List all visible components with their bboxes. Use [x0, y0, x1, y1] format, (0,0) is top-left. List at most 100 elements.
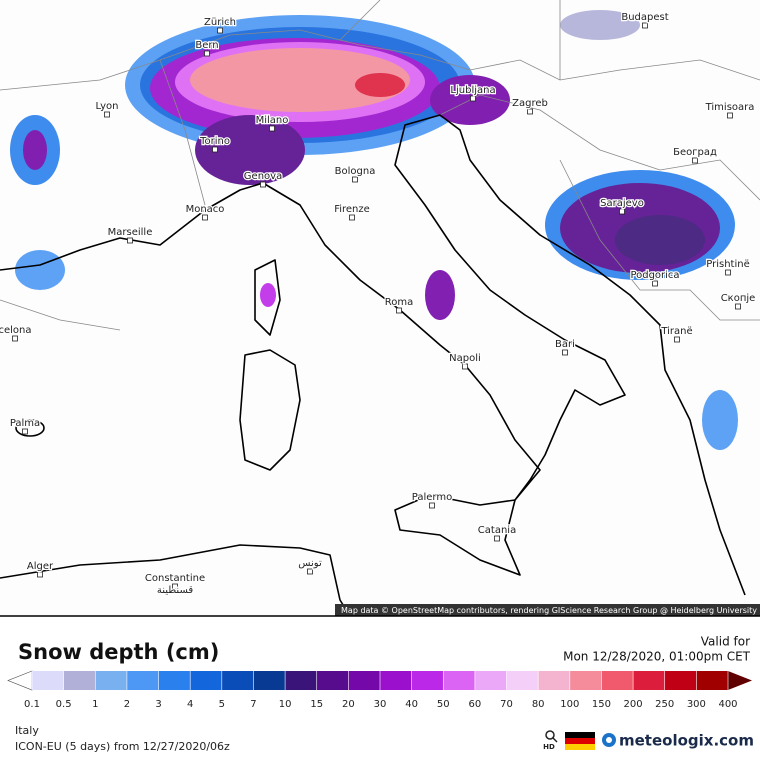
city-marker: [527, 108, 533, 115]
city-marker: [307, 568, 313, 575]
brand-logo[interactable]: meteologix.com: [602, 732, 754, 750]
city-label: Zagreb: [512, 98, 548, 109]
city-label: celona: [0, 325, 32, 336]
map: Zürich Bern Budapest Lyon Milano Torino Ljublj…: [0, 0, 760, 617]
city-marker: [349, 214, 355, 221]
city-label: Timisoara: [705, 102, 755, 113]
colorbar-tick-label: 80: [532, 699, 545, 710]
valid-label: Valid for: [701, 635, 750, 649]
city-marker: [22, 428, 28, 435]
color-swatch: [664, 671, 697, 690]
hd-icon[interactable]: HD: [543, 730, 558, 751]
city-label: Monaco: [186, 204, 225, 215]
city-marker: [104, 111, 110, 118]
color-swatch: [95, 671, 128, 690]
colorbar-tick-label: 4: [187, 699, 193, 710]
city-marker: [352, 176, 358, 183]
city-label: Скопје: [721, 292, 756, 304]
colorbar-tick-label: 250: [655, 699, 674, 710]
colorbar-tick-label: 60: [469, 699, 482, 710]
city-marker: [202, 214, 208, 221]
flag: [565, 732, 595, 750]
colorbar-tick-label: 7: [250, 699, 256, 710]
city-label: Bari: [555, 339, 575, 350]
city-marker: [462, 363, 468, 370]
city-marker: [37, 571, 43, 578]
color-swatch: [221, 671, 254, 690]
color-swatch: [32, 671, 65, 690]
city-label: Alger: [27, 561, 54, 572]
colorbar-tick-label: 30: [374, 699, 387, 710]
colorbar-tick-label: 10: [279, 699, 292, 710]
coastline: [0, 114, 746, 617]
city-label: Tiranë: [660, 326, 692, 337]
color-swatch: [474, 671, 508, 690]
city-marker: [652, 280, 658, 287]
colorbar-tick-label: 150: [592, 699, 611, 710]
snow-layer: [10, 10, 738, 450]
legend-title: Snow depth (cm): [18, 640, 219, 664]
color-swatch: [633, 671, 666, 690]
city-label: Београд: [673, 147, 717, 158]
city-label: Marseille: [108, 227, 153, 238]
city-label: تونس: [298, 558, 322, 569]
city-labels: Zürich Bern Budapest Lyon Milano Torino Ljublj…: [0, 11, 757, 598]
city-label: Catania: [478, 525, 516, 536]
colorbar-tick-label: 0.5: [56, 699, 72, 710]
colorbar-tick-label: 300: [687, 699, 706, 710]
color-swatch: [696, 671, 729, 690]
colorbar-low-cap: [7, 670, 33, 691]
color-swatch: [126, 671, 160, 690]
color-swatch: [285, 671, 318, 690]
color-swatch: [63, 671, 96, 690]
color-swatch: [506, 671, 539, 690]
color-swatch: [348, 671, 381, 690]
city-marker: [269, 125, 275, 132]
attribution-background: [335, 604, 760, 616]
city-label: Podgorica: [630, 270, 679, 281]
city-marker: [642, 22, 648, 29]
city-marker: [674, 336, 680, 343]
color-swatch: [569, 671, 602, 690]
color-swatch: [316, 671, 349, 690]
color-swatch: [380, 671, 413, 690]
colorbar-tick-label: 2: [124, 699, 130, 710]
city-label: Budapest: [621, 12, 668, 23]
region: Italy: [15, 724, 39, 737]
city-marker: [127, 237, 133, 244]
colorbar-tick-label: 5: [219, 699, 225, 710]
city-label: Napoli: [449, 353, 481, 364]
color-swatch: [190, 671, 223, 690]
colorbar-tick-label: 100: [560, 699, 579, 710]
color-swatch: [538, 671, 571, 690]
city-label: Torino: [199, 136, 230, 147]
city-label: Bologna: [335, 166, 376, 177]
city-label: Prishtinë: [706, 259, 749, 270]
city-label: Sarajevo: [600, 198, 644, 209]
city-marker: [396, 307, 402, 314]
colorbar-tick-label: 40: [405, 699, 418, 710]
city-marker: [562, 349, 568, 356]
city-label: Lyon: [95, 101, 118, 112]
city-label: Bern: [195, 40, 218, 51]
city-marker: [429, 502, 435, 509]
city-marker: [692, 157, 698, 164]
city-marker: [727, 112, 733, 119]
colorbar-tick-label: 15: [310, 699, 323, 710]
colorbar-tick-label: 0.1: [24, 699, 40, 710]
city-marker: [470, 95, 476, 102]
city-label: Ljubljana: [450, 85, 495, 96]
color-swatch: [601, 671, 634, 690]
hd-label: HD: [543, 743, 555, 751]
attribution: Map data © OpenStreetMap contributors, r…: [341, 606, 757, 615]
city-marker: [212, 146, 218, 153]
city-marker: [260, 181, 266, 188]
colorbar-tick-label: 1: [92, 699, 98, 710]
colorbar-tick-label: 20: [342, 699, 355, 710]
colorbar-tick-label: 200: [624, 699, 643, 710]
city-label: Zürich: [204, 17, 236, 28]
city-label: Palma: [10, 418, 40, 429]
colorbar-tick-label: 70: [500, 699, 513, 710]
valid-time: Mon 12/28/2020, 01:00pm CET: [563, 650, 751, 664]
